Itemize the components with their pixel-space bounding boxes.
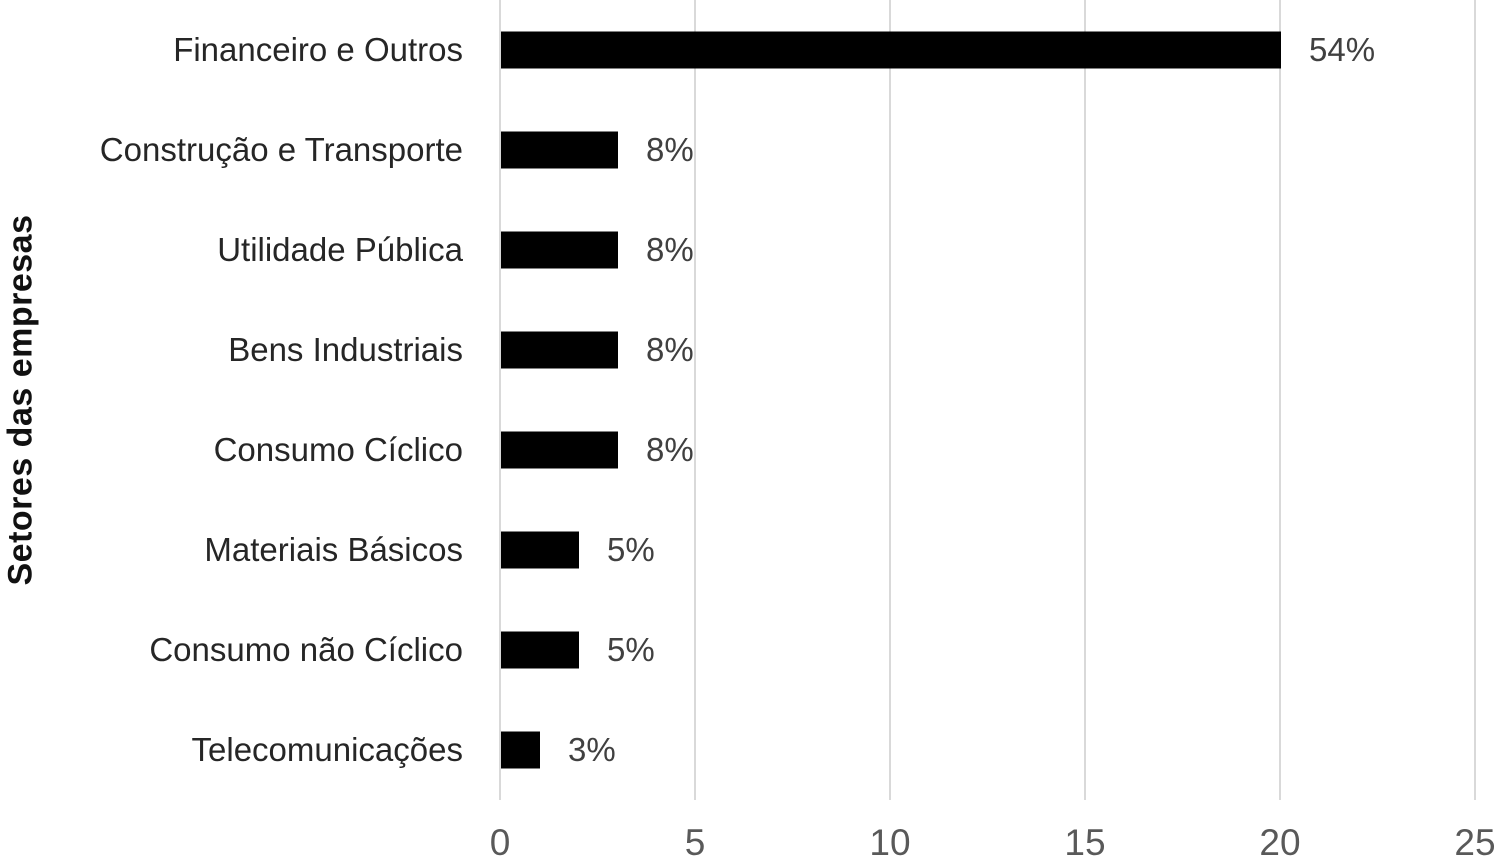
x-tick-label: 20 [1259,822,1301,863]
data-label: 8% [646,231,694,268]
x-tick-label: 5 [684,822,706,863]
bar [501,631,579,669]
category-label: Consumo Cíclico [213,431,463,468]
gridline-20 [1279,0,1281,800]
data-label: 3% [568,731,616,768]
gridline-5 [694,0,696,800]
data-label: 8% [646,331,694,368]
gridline-10 [889,0,891,800]
x-tick-label: 10 [869,822,911,863]
data-label: 8% [646,131,694,168]
gridline-25 [1474,0,1476,800]
bar [501,731,540,769]
x-tick-label: 25 [1454,822,1496,863]
category-label: Utilidade Pública [217,231,463,268]
bar [501,431,618,469]
category-label: Consumo não Cíclico [149,631,463,668]
category-label: Construção e Transporte [99,131,463,168]
data-label: 8% [646,431,694,468]
bar [501,231,618,269]
category-label: Telecomunicações [191,731,463,768]
bar [501,331,618,369]
bar [501,531,579,569]
bar [501,31,1281,69]
category-label: Financeiro e Outros [173,31,463,68]
data-label: 5% [607,531,655,568]
data-label: 54% [1309,31,1376,68]
data-label: 5% [607,631,655,668]
x-tick-label: 15 [1064,822,1106,863]
gridline-15 [1084,0,1086,800]
x-tick-label: 0 [489,822,511,863]
gridline-0 [499,0,501,800]
category-label: Bens Industriais [228,331,463,368]
y-axis-title: Setores das empresas [1,214,40,586]
category-label: Materiais Básicos [204,531,463,568]
bar [501,131,618,169]
